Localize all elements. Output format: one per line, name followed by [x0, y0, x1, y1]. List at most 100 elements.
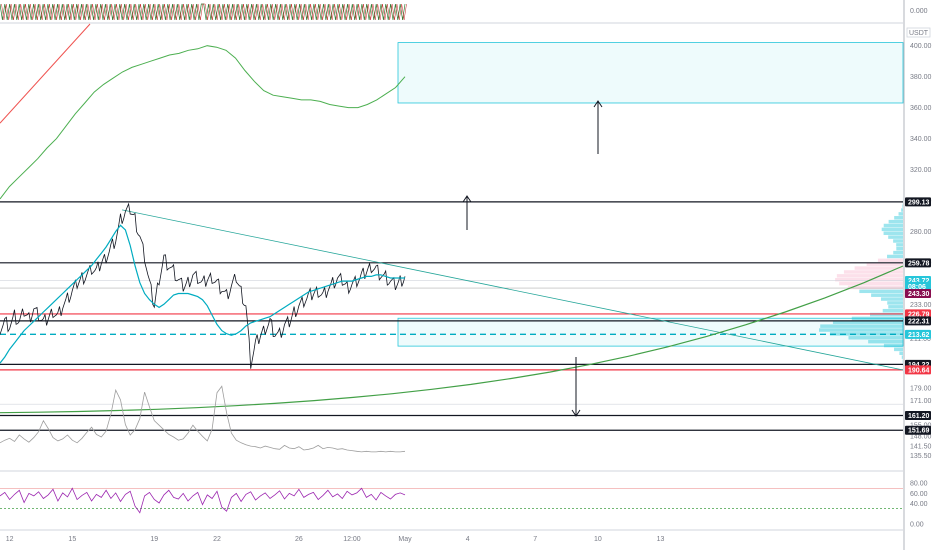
- volume-profile-bar: [888, 219, 903, 224]
- up-arrow-breakout-head: [462, 195, 472, 203]
- volume-profile-bar: [894, 216, 903, 220]
- volume-profile-bar: [894, 347, 903, 352]
- price-tag-label: 243.30: [908, 291, 930, 298]
- price-tick-label: 179.00: [910, 385, 932, 392]
- price-tick-label: 400.00: [910, 43, 932, 50]
- price-tag-label: 299.13: [908, 199, 930, 206]
- red-moving-average: [0, 23, 91, 124]
- slow-moving-average: [0, 45, 406, 200]
- volume-profile-bar: [902, 204, 903, 208]
- price-tag-label: 213.62: [908, 332, 930, 339]
- volume-profile-bar: [820, 324, 903, 328]
- price-tick-label: 360.00: [910, 105, 932, 112]
- volatility-line: [0, 385, 406, 453]
- time-tick-label: 7: [533, 536, 537, 543]
- price-tag-label: 243.72: [908, 278, 930, 285]
- volume-profile-bar: [887, 301, 903, 305]
- oscillator-signal: [1, 3, 407, 21]
- price-tag: [905, 329, 931, 339]
- price-tag: [905, 316, 931, 326]
- oscillator-tick: 0.000: [910, 8, 928, 15]
- volume-profile-bar: [896, 243, 903, 247]
- rsi-tick-label: 80.00: [910, 481, 928, 488]
- price-tick-label: 340.00: [910, 136, 932, 143]
- volume-profile-bar: [881, 227, 903, 232]
- volume-profile-bar: [835, 277, 903, 282]
- price-tag-label: 151.69: [908, 428, 930, 435]
- time-tick-label: 12:00: [343, 536, 361, 543]
- price-tick-label: 320.00: [910, 167, 932, 174]
- price-axis[interactable]: 0.000USDT400.00380.00360.00340.00320.003…: [906, 8, 932, 528]
- volume-profile-bar: [883, 231, 903, 235]
- volume-profile-bar: [851, 316, 903, 321]
- volume-profile-bar: [899, 351, 903, 356]
- volume-profile-bar: [896, 247, 903, 251]
- price-tick-label: 280.00: [910, 229, 932, 236]
- rsi-line: [0, 487, 406, 514]
- price-tag: [905, 410, 931, 420]
- price-tag-label: 259.78: [908, 260, 930, 267]
- price-tag-label: 08:06: [908, 284, 926, 291]
- volume-profile-bar: [836, 274, 903, 278]
- volume-profile-bar: [888, 235, 903, 239]
- volume-profile-bar: [883, 223, 903, 228]
- arrow-layer: [462, 100, 603, 417]
- price-tick-label: 211.00: [910, 336, 931, 343]
- target-zone: [397, 317, 904, 347]
- price-tick-label: 380.00: [910, 74, 932, 81]
- price-tag-label: 190.64: [908, 367, 930, 374]
- target-zone: [397, 42, 904, 104]
- price-tick-label: 141.50: [910, 443, 932, 450]
- volume-profile-bar: [832, 320, 903, 325]
- price-tag: [905, 365, 931, 375]
- price-tag: [905, 425, 931, 435]
- volume-profile-bar: [888, 305, 903, 309]
- oscillator-line: [0, 3, 406, 21]
- volume-profile-bar: [848, 336, 903, 340]
- rsi-tick-label: 60.00: [910, 491, 928, 498]
- time-tick-label: May: [398, 536, 412, 543]
- volume-profile-bar: [866, 262, 903, 266]
- price-tag-label: 249.78: [908, 272, 930, 279]
- volume-profile-bar: [854, 266, 903, 270]
- price-tag: [905, 288, 931, 298]
- trend-line: [121, 209, 904, 371]
- volume-profile-bar: [877, 258, 903, 263]
- volume-profile-bar: [882, 308, 903, 313]
- rsi-tick-label: 40.00: [910, 501, 928, 508]
- volume-profile-bar: [887, 254, 903, 259]
- volume-profile-bar: [893, 250, 903, 255]
- volume-profile-bar: [871, 293, 903, 297]
- price-tick-label: 171.00: [910, 398, 932, 405]
- fast-moving-average: [0, 224, 405, 364]
- volume-profile-bar: [819, 328, 903, 332]
- volume-profile-bar: [893, 239, 903, 243]
- rsi-tick-label: 0.00: [910, 521, 924, 528]
- time-tick-label: 12: [6, 536, 14, 543]
- price-tag-label: 226.79: [908, 311, 930, 318]
- volume-profile-bar: [868, 339, 903, 344]
- time-axis[interactable]: 12 15 19 22 26 12:00 May 4 7 10 13: [6, 536, 665, 543]
- price-tag: [905, 309, 931, 319]
- price-tag: [905, 258, 931, 268]
- volume-profile-bar: [829, 332, 903, 336]
- price-tag: [905, 197, 931, 207]
- price-line: [0, 202, 406, 369]
- price-tick-label: 135.50: [910, 453, 932, 460]
- volume-profile-bar: [883, 343, 903, 348]
- price-tag-label: 194.22: [908, 362, 930, 369]
- down-arrow-head: [571, 409, 581, 417]
- price-tick-label: 148.00: [910, 433, 932, 440]
- volume-profile-bar: [901, 208, 903, 212]
- time-tick-label: 19: [150, 536, 158, 543]
- volume-profile-bar: [898, 212, 903, 216]
- currency-badge: [906, 27, 931, 38]
- volume-profile-bar: [847, 285, 903, 290]
- pane-layer: [0, 0, 905, 550]
- volume-profile-bar: [870, 312, 903, 317]
- price-tick-label: 233.00: [910, 302, 932, 309]
- time-tick-label: 26: [295, 536, 303, 543]
- volume-profile-bar: [839, 281, 903, 286]
